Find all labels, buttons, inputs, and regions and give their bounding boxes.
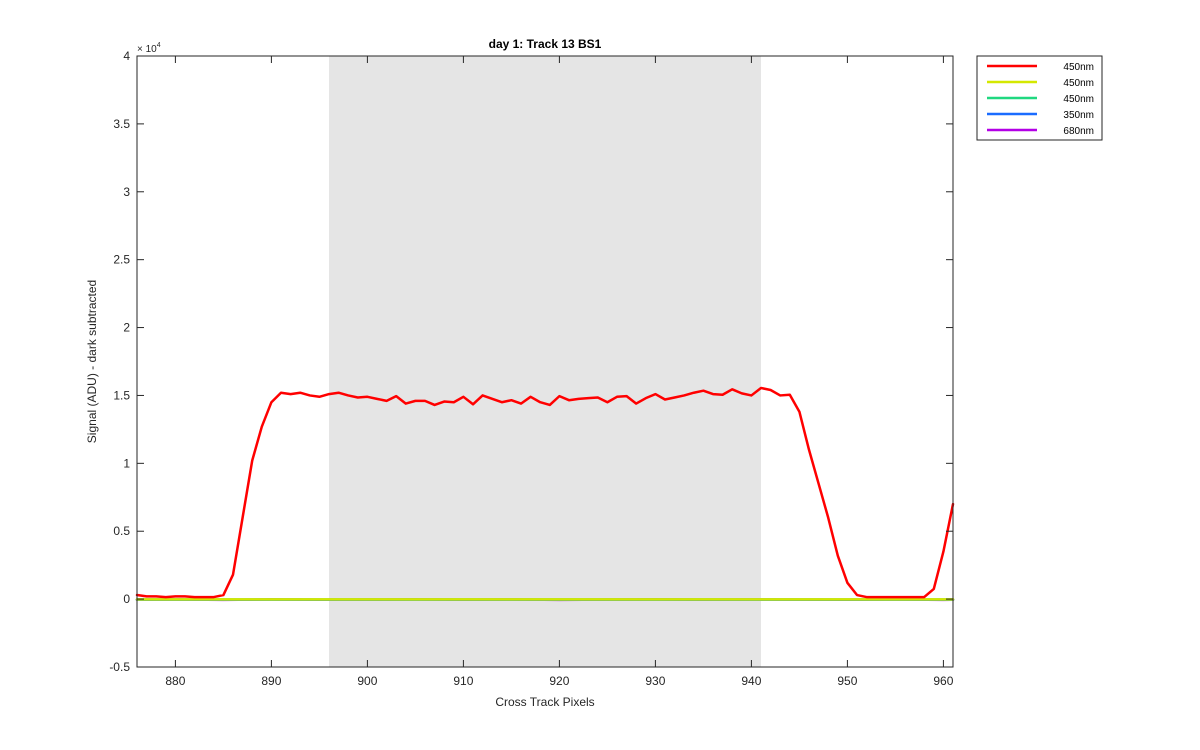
x-tick-label: 890 [261, 674, 281, 688]
y-axis-exponent: × 104 [137, 42, 161, 55]
y-tick-label: 1.5 [113, 388, 130, 402]
y-tick-label: 1 [123, 456, 130, 470]
x-tick-label: 960 [933, 674, 953, 688]
x-tick-label: 950 [837, 674, 857, 688]
x-axis-label: Cross Track Pixels [495, 695, 594, 709]
y-tick-label: 0.5 [113, 524, 130, 538]
y-tick-label: 4 [123, 49, 130, 63]
y-tick-label: 3.5 [113, 117, 130, 131]
legend-label-2: 450nm [1063, 94, 1094, 105]
x-tick-label: 920 [549, 674, 569, 688]
y-tick-label: 3 [123, 185, 130, 199]
legend: 450nm 450nm 450nm 350nm 680nm [976, 55, 1103, 141]
y-tick-label: 2 [123, 321, 130, 335]
shaded-region [329, 56, 761, 667]
y-axis-label: Signal (ADU) - dark subtracted [85, 280, 99, 443]
x-tick-label: 930 [645, 674, 665, 688]
x-tick-label: 900 [357, 674, 377, 688]
plot-border [136, 55, 954, 668]
x-tick-label: 910 [453, 674, 473, 688]
y-tick-label: 0 [123, 592, 130, 606]
x-tick-label: 880 [165, 674, 185, 688]
y-tick-label: 2.5 [113, 253, 130, 267]
legend-label-1: 450nm [1063, 78, 1094, 89]
legend-label-0: 450nm [1063, 62, 1094, 73]
chart-title: day 1: Track 13 BS1 [489, 37, 602, 51]
x-tick-label: 940 [741, 674, 761, 688]
legend-label-4: 680nm [1063, 126, 1094, 137]
legend-label-3: 350nm [1063, 110, 1094, 121]
y-tick-label: -0.5 [109, 660, 130, 674]
series-line-0 [135, 386, 955, 599]
